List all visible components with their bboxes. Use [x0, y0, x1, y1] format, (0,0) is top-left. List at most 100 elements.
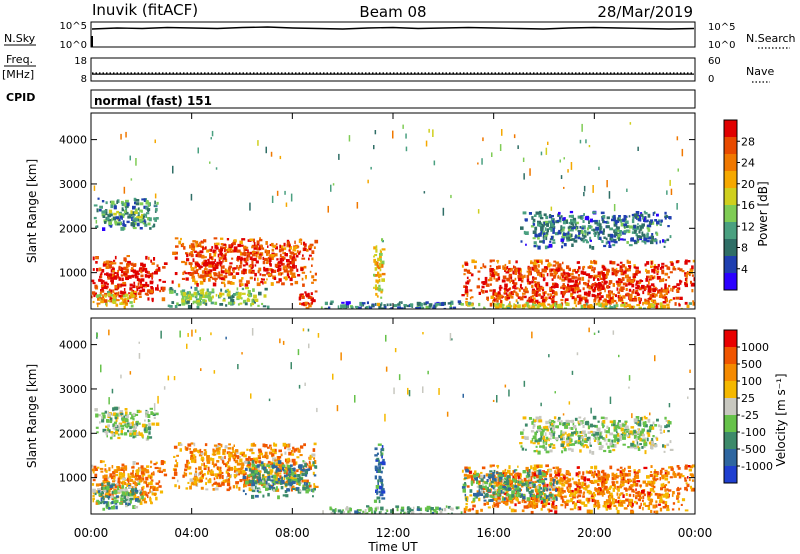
heatmap-cell — [220, 237, 224, 240]
heatmap-cell — [609, 306, 614, 309]
heatmap-cell — [188, 472, 193, 475]
heatmap-cell — [287, 466, 291, 470]
heatmap-cell — [604, 300, 608, 304]
heatmap-cell — [642, 301, 644, 306]
heatmap-cell — [111, 218, 113, 222]
heatmap-cell — [676, 283, 680, 287]
heatmap-cell — [220, 248, 224, 252]
heatmap-cell — [307, 488, 311, 492]
heatmap-cell — [238, 462, 243, 466]
heatmap-cell — [284, 190, 286, 195]
heatmap-cell — [591, 228, 594, 231]
heatmap-cell — [670, 262, 674, 266]
heatmap-cell — [389, 303, 392, 306]
heatmap-cell — [244, 270, 247, 274]
heatmap-cell — [533, 293, 536, 297]
heatmap-cell — [380, 260, 385, 265]
heatmap-cell — [519, 296, 524, 301]
heatmap-cell — [611, 481, 615, 484]
heatmap-cell — [548, 510, 550, 513]
heatmap-cell — [622, 494, 625, 498]
heatmap-cell — [140, 495, 144, 500]
heatmap-cell — [206, 288, 209, 293]
heatmap-cell — [109, 420, 113, 423]
heatmap-cell — [286, 273, 290, 277]
heatmap-cell — [134, 211, 138, 214]
heatmap-cell — [536, 305, 540, 309]
heatmap-cell — [220, 288, 223, 292]
heatmap-cell — [379, 478, 384, 482]
heatmap-cell — [580, 237, 584, 242]
heatmap-cell — [242, 451, 245, 455]
heatmap-cell — [299, 238, 302, 241]
heatmap-cell — [155, 217, 159, 220]
heatmap-cell — [93, 216, 97, 220]
heatmap-cell — [575, 482, 577, 486]
heatmap-cell — [309, 454, 313, 458]
heatmap-cell — [186, 466, 191, 470]
heatmap-cell — [196, 299, 200, 303]
heatmap-cell — [514, 503, 517, 507]
heatmap-cell — [262, 477, 265, 481]
heatmap-cell — [290, 464, 293, 467]
heatmap-cell — [293, 253, 295, 258]
heatmap-cell — [267, 487, 272, 491]
heatmap-cell — [304, 472, 308, 477]
heatmap-cell — [355, 307, 360, 309]
power-ylabel: Slant Range [km] — [25, 159, 39, 263]
heatmap-cell — [196, 251, 200, 256]
heatmap-cell — [657, 266, 659, 270]
heatmap-cell — [250, 443, 253, 447]
heatmap-cell — [560, 487, 564, 492]
heatmap-cell — [599, 274, 602, 278]
heatmap-cell — [133, 486, 135, 490]
heatmap-cell — [435, 506, 439, 511]
heatmap-cell — [254, 466, 256, 471]
heatmap-cell — [532, 218, 536, 223]
heatmap-cell — [139, 280, 142, 284]
heatmap-cell — [98, 501, 102, 505]
heatmap-cell — [573, 268, 577, 272]
heatmap-cell — [602, 299, 606, 303]
heatmap-cell — [286, 241, 290, 245]
heatmap-cell — [273, 442, 276, 447]
heatmap-cell — [213, 482, 217, 485]
heatmap-cell — [107, 427, 109, 432]
heatmap-cell — [528, 296, 531, 300]
heatmap-cell — [513, 290, 516, 293]
heatmap-cell — [273, 462, 275, 466]
freq-label: Freq. — [6, 53, 33, 66]
heatmap-cell — [637, 296, 641, 301]
heatmap-cell — [92, 497, 95, 500]
heatmap-cell — [186, 258, 190, 262]
heatmap-cell — [263, 466, 266, 471]
heatmap-cell — [283, 276, 286, 280]
heatmap-cell — [492, 299, 494, 304]
heatmap-cell — [194, 470, 198, 474]
heatmap-cell — [242, 268, 246, 272]
heatmap-cell — [603, 244, 607, 248]
heatmap-cell — [366, 301, 369, 305]
heatmap-cell — [226, 293, 231, 297]
heatmap-cell — [611, 261, 616, 265]
heatmap-cell — [359, 301, 363, 306]
heatmap-cell — [589, 239, 592, 242]
heatmap-cell — [282, 442, 287, 447]
heatmap-cell — [111, 490, 116, 493]
heatmap-cell — [640, 226, 644, 229]
heatmap-cell — [493, 268, 496, 273]
heatmap-cell — [246, 280, 250, 284]
heatmap-cell — [378, 511, 381, 514]
heatmap-cell — [213, 272, 218, 277]
heatmap-cell — [130, 293, 134, 297]
heatmap-cell — [628, 244, 633, 247]
heatmap-cell — [381, 452, 384, 456]
heatmap-cell — [482, 263, 485, 267]
heatmap-cell — [110, 277, 114, 280]
heatmap-cell — [562, 291, 566, 295]
heatmap-cell — [106, 492, 110, 496]
heatmap-cell — [125, 492, 129, 496]
heatmap-cell — [236, 249, 241, 253]
heatmap-cell — [292, 249, 296, 252]
heatmap-cell — [223, 283, 226, 288]
